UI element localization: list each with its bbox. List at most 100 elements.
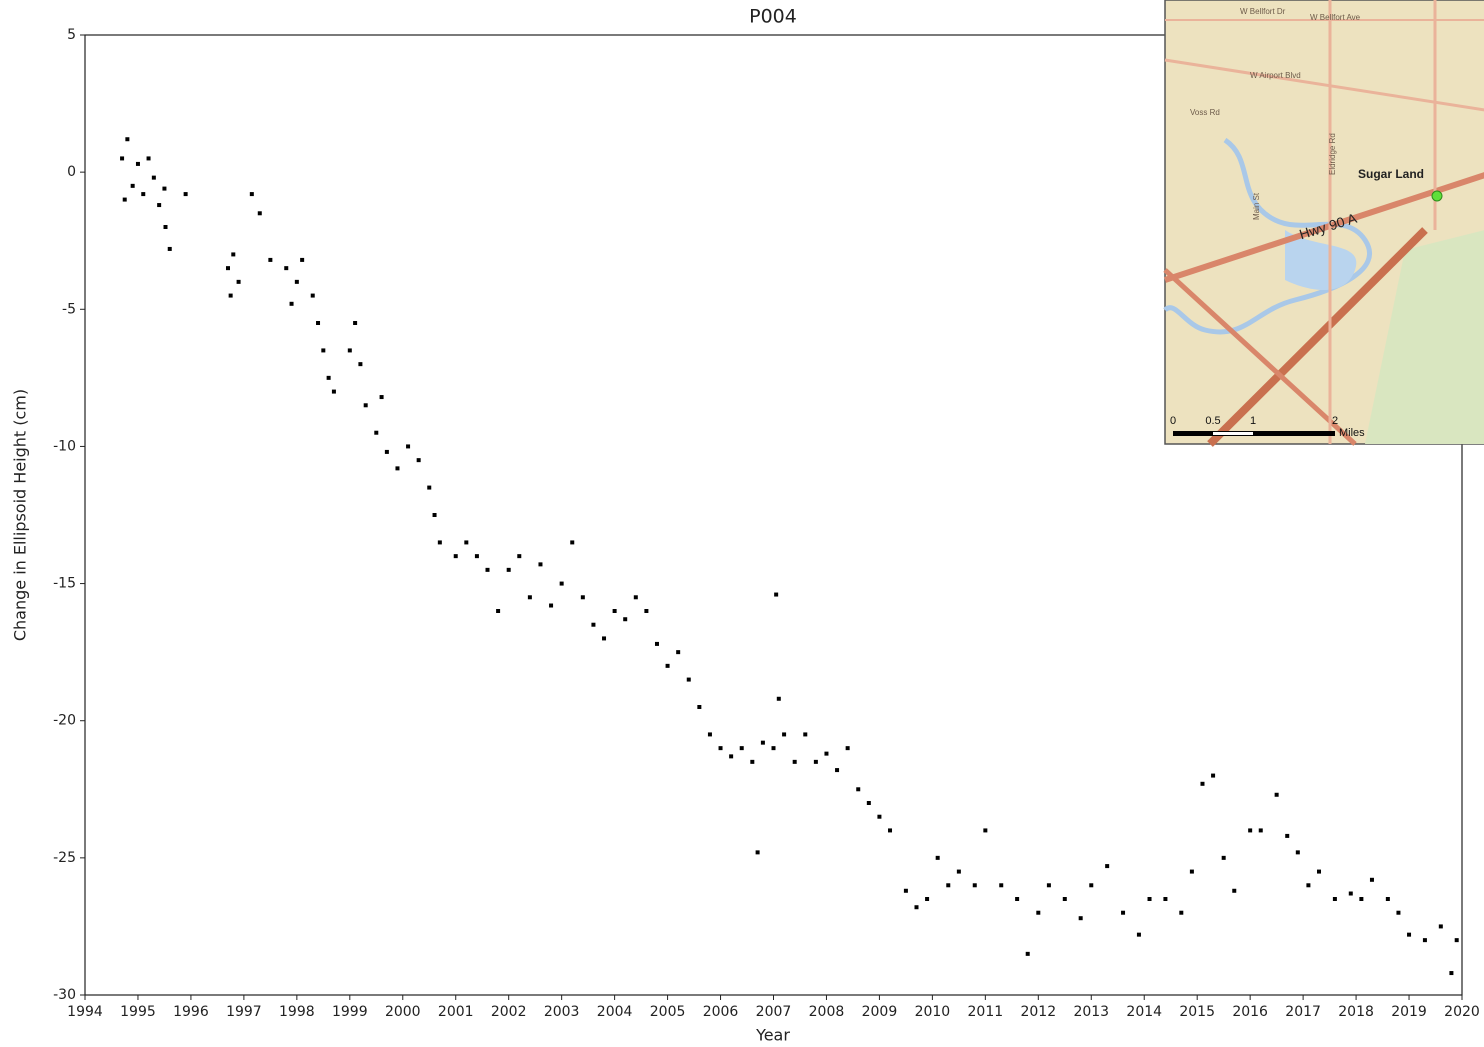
point bbox=[1015, 897, 1019, 901]
point bbox=[517, 554, 521, 558]
point bbox=[427, 486, 431, 490]
point bbox=[1047, 883, 1051, 887]
point bbox=[1036, 911, 1040, 915]
x-tick-label: 2002 bbox=[491, 1004, 527, 1020]
point bbox=[1222, 856, 1226, 860]
point bbox=[229, 294, 233, 298]
point bbox=[311, 294, 315, 298]
point bbox=[655, 642, 659, 646]
point bbox=[1396, 911, 1400, 915]
point bbox=[803, 732, 807, 736]
point bbox=[538, 562, 542, 566]
x-tick-label: 2016 bbox=[1232, 1004, 1268, 1020]
point bbox=[946, 883, 950, 887]
scale-bar bbox=[1173, 431, 1335, 436]
x-tick-label: 2010 bbox=[915, 1004, 951, 1020]
chart-title: P004 bbox=[749, 6, 797, 28]
point bbox=[782, 732, 786, 736]
x-tick-label: 2014 bbox=[1126, 1004, 1162, 1020]
point bbox=[417, 458, 421, 462]
point bbox=[123, 198, 127, 202]
point bbox=[385, 450, 389, 454]
street-label: Main St bbox=[1252, 192, 1261, 220]
page: {"chart_data": {"type": "scatter", "titl… bbox=[0, 0, 1484, 1047]
point bbox=[1423, 938, 1427, 942]
point bbox=[300, 258, 304, 262]
point bbox=[623, 617, 627, 621]
point bbox=[1105, 864, 1109, 868]
point bbox=[761, 741, 765, 745]
point bbox=[936, 856, 940, 860]
point bbox=[1079, 916, 1083, 920]
x-tick-label: 2013 bbox=[1073, 1004, 1109, 1020]
y-tick-label: -15 bbox=[53, 576, 76, 592]
point bbox=[687, 678, 691, 682]
point bbox=[774, 593, 778, 597]
point bbox=[464, 540, 468, 544]
chart: P004 Year Change in Ellipsoid Height (cm… bbox=[0, 0, 1484, 1047]
point bbox=[904, 889, 908, 893]
point bbox=[613, 609, 617, 613]
point bbox=[957, 870, 961, 874]
point bbox=[438, 540, 442, 544]
point bbox=[395, 466, 399, 470]
point bbox=[581, 595, 585, 599]
point bbox=[591, 623, 595, 627]
point bbox=[602, 636, 606, 640]
x-tick-label: 2004 bbox=[597, 1004, 633, 1020]
point bbox=[925, 897, 929, 901]
point bbox=[729, 754, 733, 758]
point bbox=[125, 137, 129, 141]
point bbox=[380, 395, 384, 399]
x-tick-label: 2007 bbox=[756, 1004, 792, 1020]
point bbox=[168, 247, 172, 251]
point bbox=[258, 211, 262, 215]
point bbox=[644, 609, 648, 613]
point bbox=[856, 787, 860, 791]
x-tick-label: 2008 bbox=[809, 1004, 845, 1020]
point bbox=[147, 156, 151, 160]
point bbox=[1179, 911, 1183, 915]
point bbox=[740, 746, 744, 750]
point bbox=[1190, 870, 1194, 874]
scale-label: 0 bbox=[1170, 415, 1176, 427]
x-tick-label: 1996 bbox=[173, 1004, 209, 1020]
point bbox=[358, 362, 362, 366]
point bbox=[250, 192, 254, 196]
y-tick-label: -10 bbox=[53, 438, 76, 454]
x-tick-label: 1994 bbox=[67, 1004, 103, 1020]
point bbox=[433, 513, 437, 517]
scale-unit: Miles bbox=[1339, 427, 1365, 439]
y-tick-label: -20 bbox=[53, 713, 76, 729]
point bbox=[231, 252, 235, 256]
point bbox=[697, 705, 701, 709]
point bbox=[1200, 782, 1204, 786]
point bbox=[777, 697, 781, 701]
x-tick-label: 2019 bbox=[1391, 1004, 1427, 1020]
point bbox=[560, 582, 564, 586]
point bbox=[1026, 952, 1030, 956]
point bbox=[1370, 878, 1374, 882]
point bbox=[708, 732, 712, 736]
point bbox=[131, 184, 135, 188]
x-tick-label: 2012 bbox=[1020, 1004, 1056, 1020]
point bbox=[1089, 883, 1093, 887]
point bbox=[162, 187, 166, 191]
point bbox=[152, 176, 156, 180]
point bbox=[1163, 897, 1167, 901]
point bbox=[507, 568, 511, 572]
x-tick-label: 2005 bbox=[650, 1004, 686, 1020]
point bbox=[793, 760, 797, 764]
point bbox=[676, 650, 680, 654]
point bbox=[888, 828, 892, 832]
point bbox=[406, 444, 410, 448]
point bbox=[1232, 889, 1236, 893]
point bbox=[268, 258, 272, 262]
point bbox=[496, 609, 500, 613]
x-tick-label: 2003 bbox=[544, 1004, 580, 1020]
point bbox=[1449, 971, 1453, 975]
point bbox=[1063, 897, 1067, 901]
point bbox=[237, 280, 241, 284]
x-tick-label: 2011 bbox=[968, 1004, 1004, 1020]
point bbox=[846, 746, 850, 750]
